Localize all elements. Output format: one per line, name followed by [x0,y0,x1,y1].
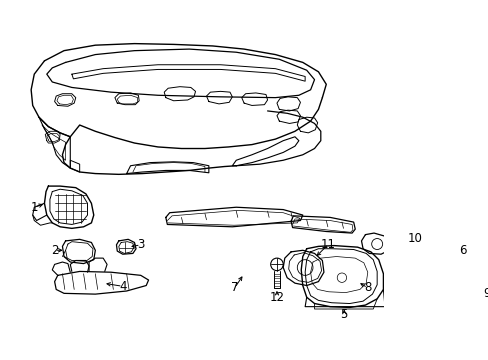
Text: 7: 7 [230,282,238,294]
Text: 12: 12 [269,291,284,304]
Text: 6: 6 [459,244,466,257]
Text: 5: 5 [340,308,347,321]
Text: 1: 1 [30,201,38,214]
Text: 11: 11 [321,238,335,251]
Text: 8: 8 [364,282,371,294]
Text: 4: 4 [119,280,126,293]
Text: 3: 3 [137,238,144,251]
Text: 2: 2 [51,244,58,257]
Text: 10: 10 [407,232,421,245]
Text: 9: 9 [482,287,488,300]
